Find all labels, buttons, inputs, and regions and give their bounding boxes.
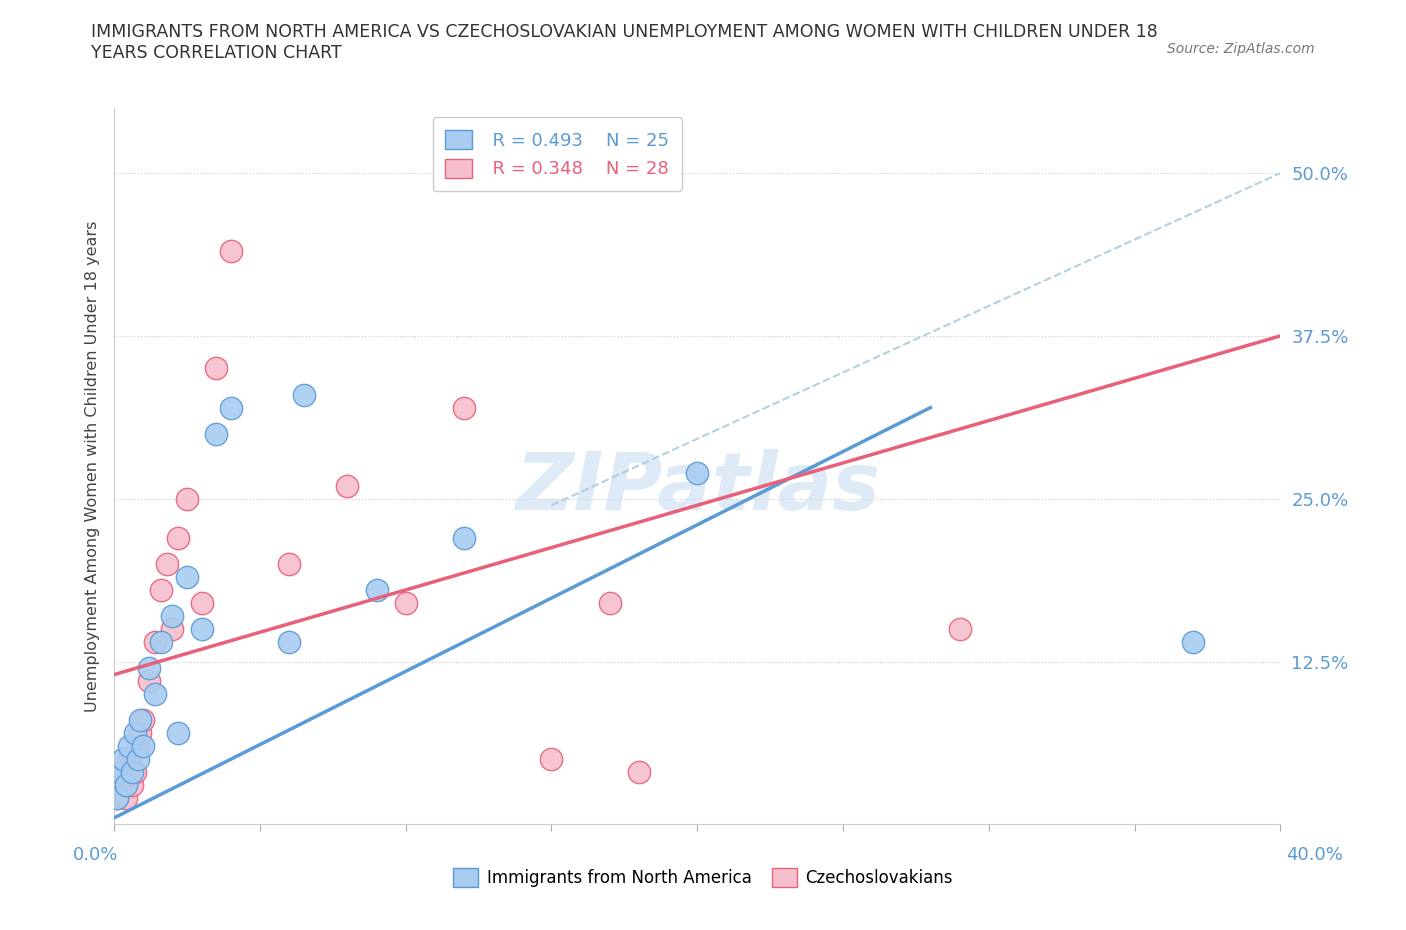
Point [395, 595, 418, 610]
Point [686, 465, 709, 480]
Point [366, 582, 388, 597]
Point [1181, 634, 1204, 649]
Point [108, 777, 131, 792]
Point [124, 764, 146, 779]
Legend: Immigrants from North America, Czechoslovakians: Immigrants from North America, Czechoslo… [447, 862, 959, 894]
Point [190, 621, 212, 636]
Text: ZIPatlas: ZIPatlas [515, 448, 880, 526]
Point [453, 400, 475, 415]
Point [219, 400, 242, 415]
Point [219, 244, 242, 259]
Point [149, 582, 172, 597]
Point [949, 621, 972, 636]
Point [121, 777, 143, 792]
Text: IMMIGRANTS FROM NORTH AMERICA VS CZECHOSLOVAKIAN UNEMPLOYMENT AMONG WOMEN WITH C: IMMIGRANTS FROM NORTH AMERICA VS CZECHOS… [91, 23, 1159, 62]
Point [292, 387, 315, 402]
Point [540, 751, 562, 766]
Point [156, 556, 179, 571]
Point [176, 569, 198, 584]
Point [118, 751, 141, 766]
Point [118, 738, 141, 753]
Point [143, 686, 166, 701]
Point [129, 712, 152, 727]
Point [149, 634, 172, 649]
Point [108, 764, 131, 779]
Point [138, 660, 160, 675]
Point [127, 751, 149, 766]
Point [190, 595, 212, 610]
Point [278, 634, 301, 649]
Point [627, 764, 650, 779]
Legend:   R = 0.493    N = 25,   R = 0.348    N = 28: R = 0.493 N = 25, R = 0.348 N = 28 [433, 117, 682, 191]
Point [115, 790, 138, 805]
Point [115, 777, 138, 792]
Text: 40.0%: 40.0% [1286, 846, 1343, 864]
Point [162, 621, 184, 636]
Point [167, 530, 190, 545]
Point [205, 361, 228, 376]
Point [129, 725, 152, 740]
Point [111, 764, 134, 779]
Point [453, 530, 475, 545]
Point [167, 725, 190, 740]
Point [124, 725, 146, 740]
Text: Source: ZipAtlas.com: Source: ZipAtlas.com [1167, 42, 1315, 56]
Point [105, 790, 128, 805]
Point [162, 608, 184, 623]
Point [278, 556, 301, 571]
Point [138, 673, 160, 688]
Point [599, 595, 621, 610]
Point [105, 790, 128, 805]
Y-axis label: Unemployment Among Women with Children Under 18 years: Unemployment Among Women with Children U… [86, 220, 100, 711]
Point [127, 738, 149, 753]
Point [205, 426, 228, 441]
Point [176, 491, 198, 506]
Point [132, 738, 155, 753]
Point [143, 634, 166, 649]
Text: 0.0%: 0.0% [73, 846, 118, 864]
Point [121, 764, 143, 779]
Point [336, 478, 359, 493]
Point [111, 751, 134, 766]
Point [132, 712, 155, 727]
